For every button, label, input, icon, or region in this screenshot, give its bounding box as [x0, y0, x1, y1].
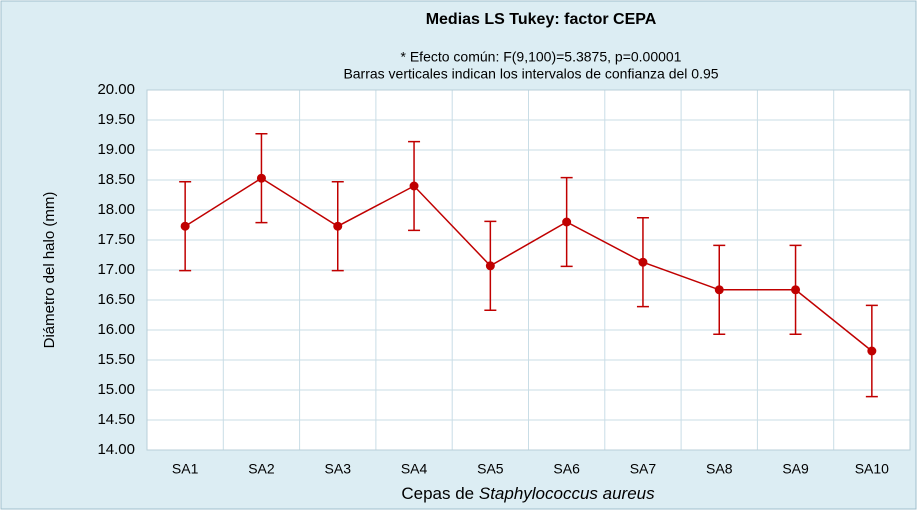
y-tick-label: 17.00: [97, 261, 135, 278]
y-tick-label: 15.50: [97, 351, 135, 368]
x-tick-label: SA9: [782, 461, 809, 477]
x-tick-label: SA3: [325, 461, 352, 477]
x-axis-label-part: Cepas de: [401, 484, 479, 503]
x-tick-label: SA6: [553, 461, 580, 477]
x-tick-label: SA4: [401, 461, 428, 477]
data-point: [867, 346, 877, 356]
plot-border: [146, 89, 911, 451]
chart-title: Medias LS Tukey: factor CEPA: [426, 11, 657, 28]
data-point: [333, 221, 343, 231]
x-tick-label: SA10: [855, 461, 889, 477]
y-axis-label: Diámetro del halo (mm): [41, 192, 58, 349]
y-tick-label: 17.50: [97, 231, 135, 248]
y-tick-label: 18.50: [97, 171, 135, 188]
x-tick-label: SA1: [172, 461, 199, 477]
subtitle: * Efecto común: F(9,100)=5.3875, p=0.000…: [401, 49, 682, 65]
y-tick-label: 14.50: [97, 411, 135, 428]
data-point: [485, 261, 495, 271]
x-tick-label: SA5: [477, 461, 504, 477]
data-point: [562, 217, 572, 227]
y-tick-label: 18.00: [97, 201, 135, 218]
x-axis-label: Cepas de Staphylococcus aureus: [401, 484, 655, 503]
y-tick-label: 20.00: [97, 81, 135, 98]
x-tick-label: SA7: [630, 461, 657, 477]
y-tick-label: 15.00: [97, 381, 135, 398]
y-tick-label: 14.00: [97, 441, 135, 458]
y-tick-label: 16.00: [97, 321, 135, 338]
data-point: [638, 257, 648, 267]
series-line: [184, 177, 873, 352]
data-point: [409, 181, 419, 191]
subtitle: Barras verticales indican los intervalos…: [343, 66, 718, 82]
data-point: [256, 173, 266, 183]
y-tick-label: 19.50: [97, 111, 135, 128]
data-point: [791, 285, 801, 295]
x-axis-label-italic: Staphylococcus aureus: [479, 484, 655, 503]
data-point: [714, 285, 724, 295]
y-tick-label: 16.50: [97, 291, 135, 308]
x-tick-label: SA2: [248, 461, 275, 477]
data-point: [180, 221, 190, 231]
x-tick-label: SA8: [706, 461, 733, 477]
y-tick-label: 19.00: [97, 141, 135, 158]
